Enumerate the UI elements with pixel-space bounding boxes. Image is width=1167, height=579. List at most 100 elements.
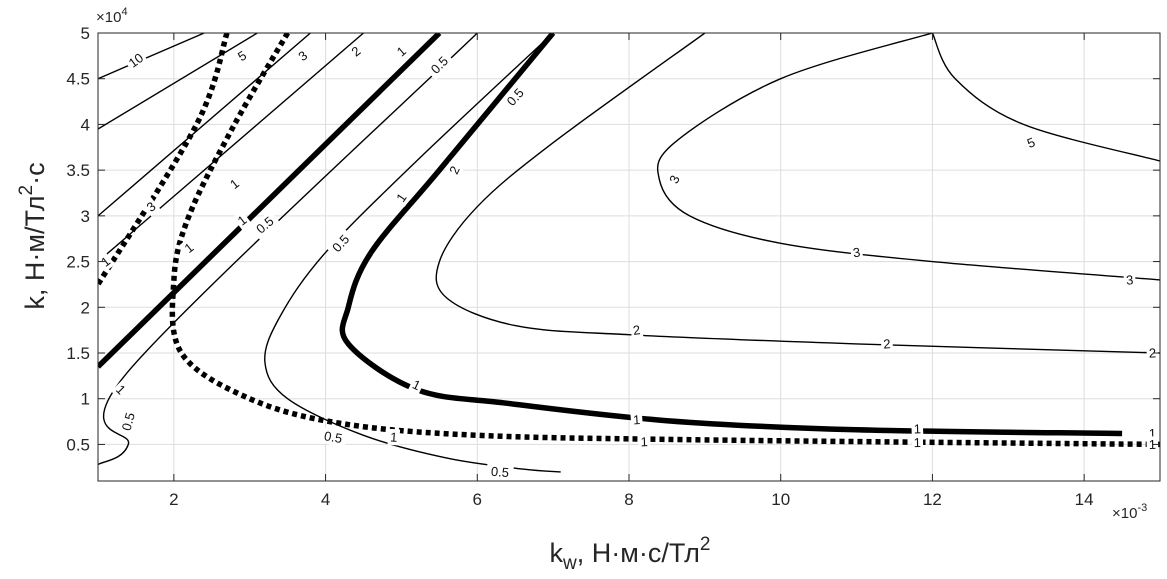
contour-label: 2	[1146, 344, 1159, 362]
contour-label-bg	[638, 433, 651, 450]
contour-label: 1	[391, 188, 412, 207]
contour-label: 1	[179, 238, 199, 258]
contour-line-thin	[98, 33, 205, 80]
contour-line-thin	[98, 33, 478, 466]
x-axis-label: kw, Н·м·с/Тл2	[550, 534, 711, 574]
contour-label: 1	[630, 411, 643, 429]
contour-label-text: 1	[390, 429, 398, 444]
contour-label: 0.5	[117, 406, 140, 437]
contour-label: 1	[232, 210, 252, 231]
contour-label-bg	[911, 420, 924, 438]
contour-line-thin	[98, 33, 311, 217]
y-axis-label: k, Н·м/Тл2·с	[16, 162, 50, 309]
contour-label: 0.5	[325, 228, 356, 259]
contour-label-bg	[232, 210, 252, 231]
contour-label: 5	[232, 46, 252, 66]
contour-label-bg	[387, 428, 401, 446]
contour-label-bg	[630, 411, 643, 429]
contour-label-text: 1	[632, 412, 640, 427]
contour-label: 0.5	[424, 49, 455, 81]
contour-label-bg	[325, 228, 356, 259]
y-tick-label: 3	[81, 207, 90, 226]
contour-label-text: 1	[913, 421, 921, 436]
contour-label-bg	[232, 46, 252, 66]
x-tick-label: 2	[169, 490, 178, 509]
contour-line-thin	[98, 33, 258, 130]
contour-line-thin	[98, 33, 364, 263]
contour-line-thin	[264, 33, 561, 473]
contour-label: 2	[444, 161, 465, 179]
x-tick-label: 6	[473, 490, 482, 509]
contour-label-text: 0.5	[323, 428, 343, 446]
axis-ticks: 2 4 6 8 10 12 140.511.522.533.544.55	[66, 24, 1160, 509]
y-tick-label: 3.5	[66, 161, 90, 180]
x-exponent-label: ×10-3	[1112, 502, 1147, 522]
contour-label: 1	[111, 379, 131, 400]
contour-label-bg	[1146, 344, 1159, 362]
contour-label-bg	[293, 46, 313, 66]
contour-label-bg	[391, 188, 412, 207]
contour-label-bg	[141, 196, 161, 217]
contour-label: 1	[638, 433, 651, 450]
contour-label: 3	[664, 170, 685, 188]
contour-label-bg	[318, 426, 348, 448]
contour-label-bg	[249, 210, 281, 240]
contour-label: 0.5	[486, 462, 514, 482]
contour-label-bg	[117, 406, 140, 437]
x-tick-label: 10	[771, 490, 790, 509]
contour-label: 3	[293, 46, 313, 66]
contour-label-bg	[1123, 271, 1137, 289]
contour-label: 1	[391, 41, 411, 62]
contour-label-text: 1	[1149, 437, 1156, 452]
contour-line-thick	[98, 33, 442, 369]
contour-label-text: 3	[852, 244, 861, 260]
x-tick-label: 14	[1075, 490, 1094, 509]
x-tick-label: 12	[923, 490, 942, 509]
y-tick-label: 4	[81, 115, 90, 134]
x-tick-label: 4	[321, 490, 330, 509]
contour-line-thin	[435, 33, 1160, 354]
y-exponent-label: ×104	[96, 6, 128, 26]
contour-label: 3	[141, 196, 161, 217]
contour-line-thin	[931, 33, 1160, 162]
contour-label-bg	[500, 81, 531, 113]
contour-line-dotted	[98, 33, 230, 286]
contour-label-bg	[664, 170, 685, 188]
contour-label: 2	[880, 335, 894, 353]
contour-line-thin	[656, 33, 1160, 281]
contour-label: 2	[629, 321, 644, 339]
contour-label-bg	[486, 462, 514, 482]
contour-label-bg	[880, 335, 894, 353]
contour-label-text: 1	[914, 435, 921, 450]
contour-label: 1	[387, 428, 401, 446]
contour-label-bg	[424, 49, 455, 81]
contour-label: 1	[911, 420, 924, 438]
contour-label-bg	[629, 321, 644, 339]
contour-label-bg	[179, 238, 199, 258]
y-tick-label: 1	[81, 390, 90, 409]
y-tick-label: 4.5	[66, 70, 90, 89]
contour-label-text: 1	[1149, 426, 1156, 441]
y-tick-label: 5	[81, 24, 90, 43]
contour-label: 1	[408, 375, 426, 395]
contour-label-bg	[96, 251, 116, 272]
contour-label: 1	[225, 174, 244, 194]
contour-label-text: 10	[126, 50, 147, 71]
contour-label-text: 1	[640, 434, 648, 449]
contour-label-bg	[444, 161, 465, 179]
y-tick-label: 2	[81, 298, 90, 317]
contour-label-text: 0.5	[490, 464, 509, 481]
contour-label-bg	[391, 41, 411, 62]
contour-label-bg	[123, 48, 149, 73]
contour-line-thick	[339, 33, 1123, 437]
y-tick-label: 1.5	[66, 344, 90, 363]
contour-label-bg	[346, 41, 366, 62]
contour-label-bg	[911, 434, 924, 451]
contour-label-bg	[408, 375, 426, 395]
contour-label-bg	[1022, 133, 1040, 153]
contour-label-bg	[1146, 436, 1159, 453]
contour-label: 10	[123, 48, 149, 73]
contour-label: 1	[1146, 436, 1159, 453]
